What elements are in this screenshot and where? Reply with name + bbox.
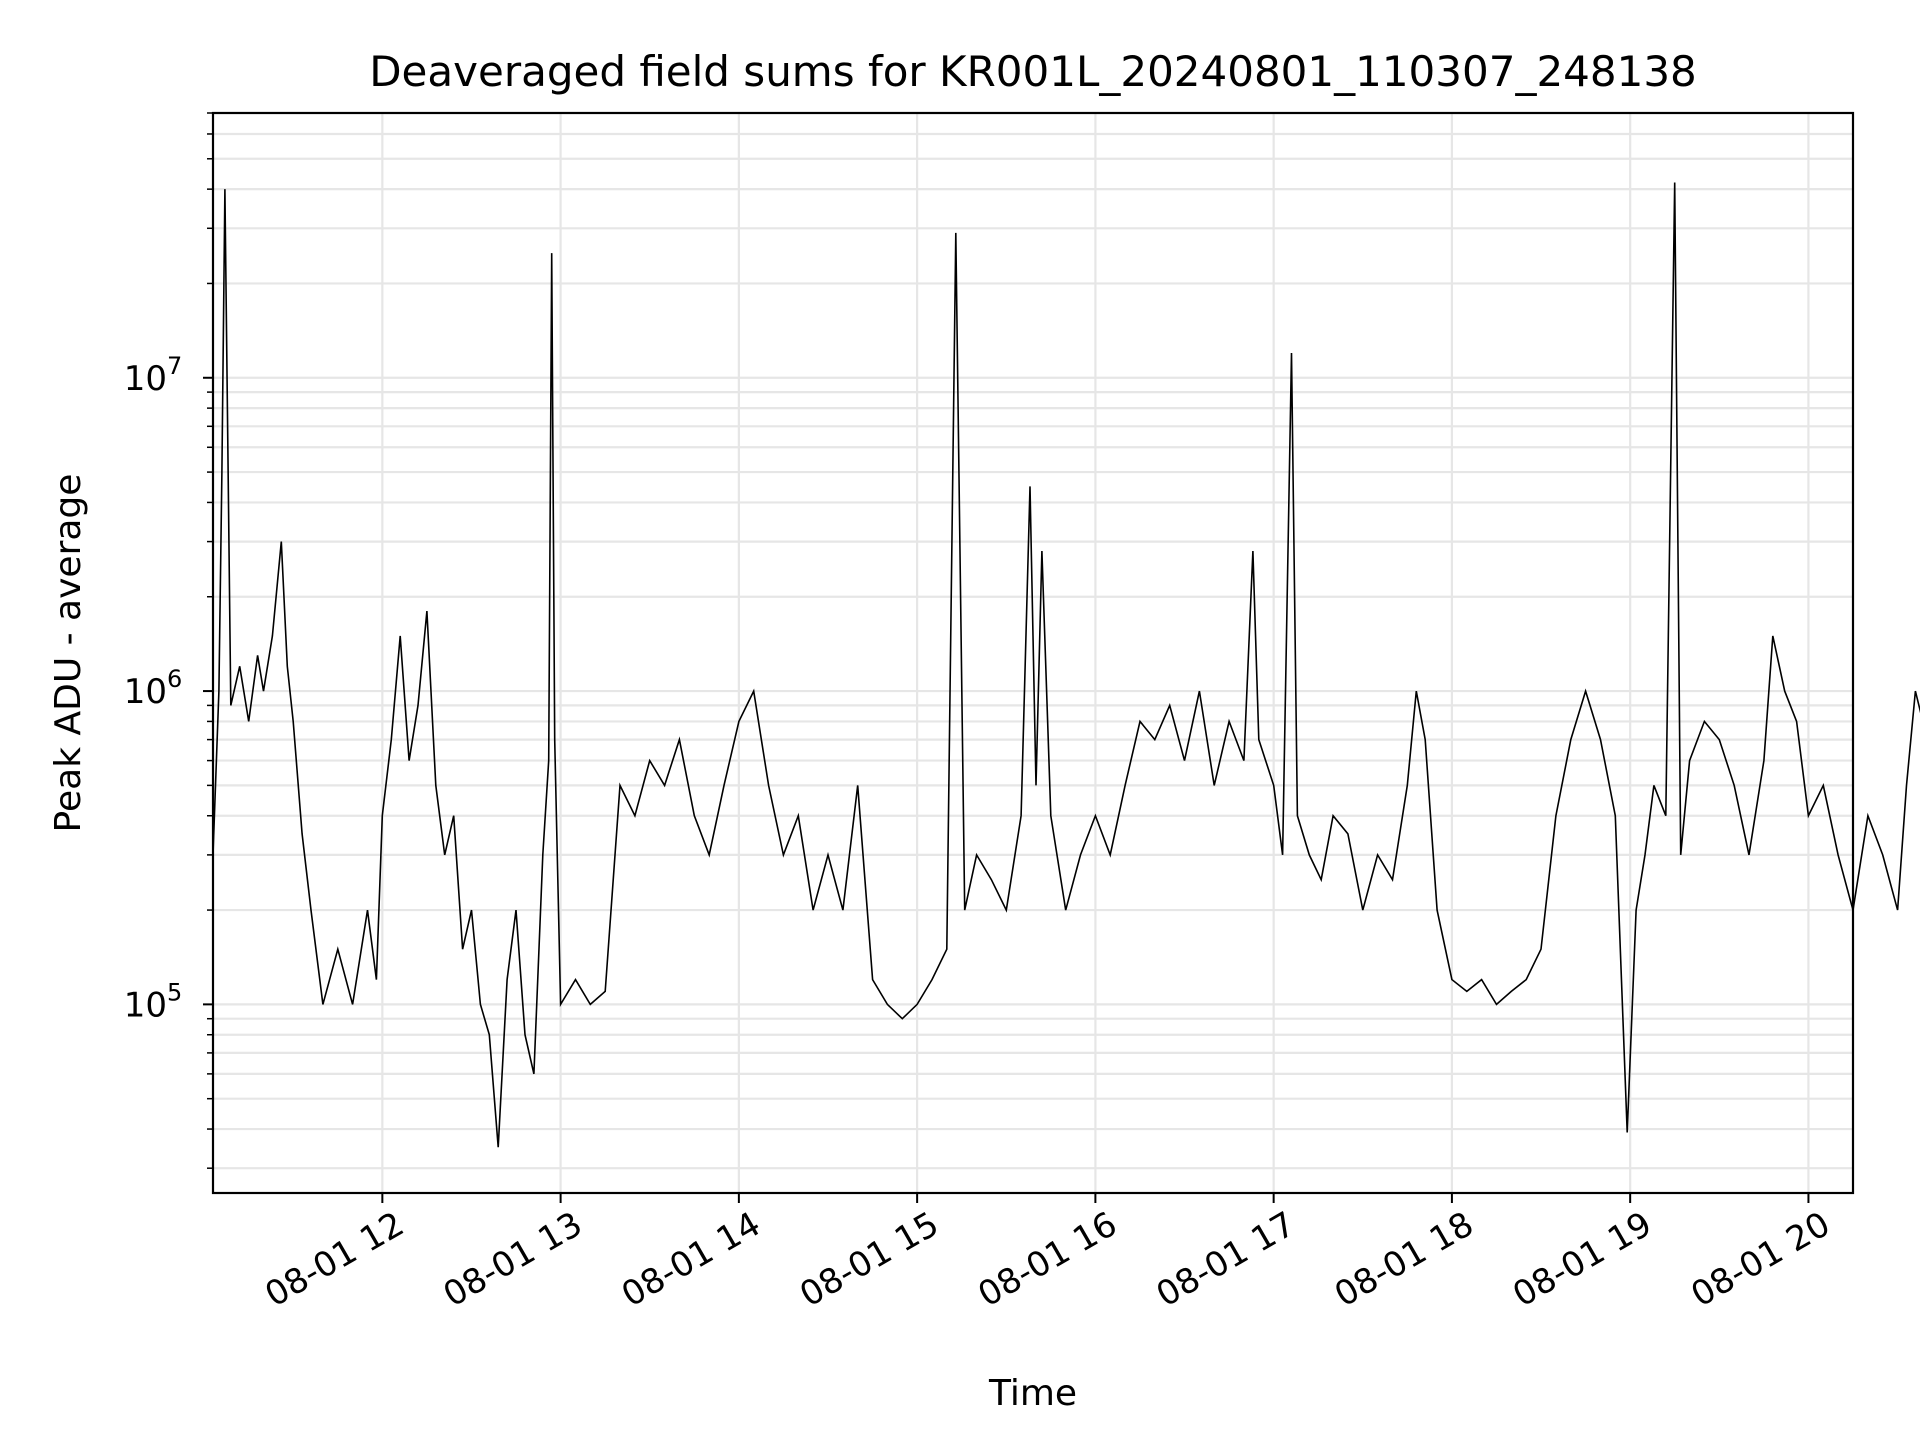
y-tick-label: 106 <box>124 665 183 712</box>
y-axis-label: Peak ADU - average <box>48 474 89 833</box>
y-tick-label: 105 <box>124 978 183 1025</box>
y-tick-label: 107 <box>124 352 183 399</box>
grid <box>213 111 1853 1193</box>
series-layer <box>212 182 1920 1148</box>
x-axis-label: Time <box>988 1373 1077 1414</box>
y-axis: 105 106 107 <box>124 112 213 1169</box>
plot-frame <box>211 111 1855 1195</box>
chart-title: Deaveraged field sums for KR001L_2024080… <box>369 47 1697 96</box>
series-line <box>212 182 1920 1148</box>
